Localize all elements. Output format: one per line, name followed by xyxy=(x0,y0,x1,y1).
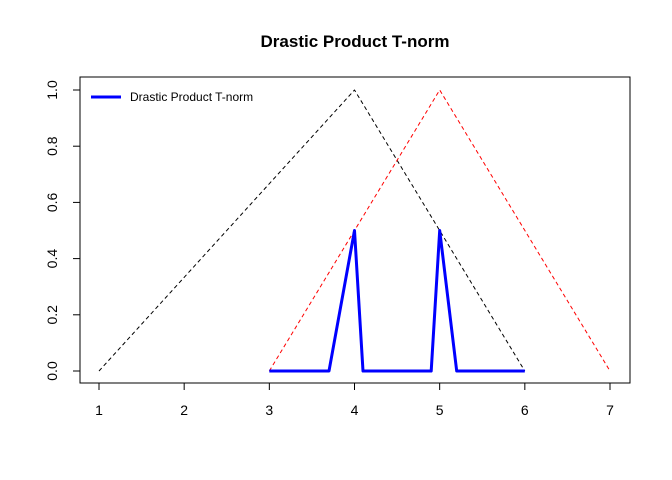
y-tick-label: 0.6 xyxy=(44,192,60,212)
chart-title: Drastic Product T-norm xyxy=(261,32,450,51)
legend: Drastic Product T-norm xyxy=(91,90,253,104)
legend-label: Drastic Product T-norm xyxy=(130,90,253,104)
y-tick-label: 0.0 xyxy=(44,361,60,381)
series-line-tnorm xyxy=(269,229,525,373)
x-tick-label: 2 xyxy=(180,402,188,418)
x-tick-label: 6 xyxy=(521,402,529,418)
series-line-membership-2 xyxy=(268,89,611,372)
y-tick-label: 0.8 xyxy=(44,136,60,156)
y-tick-label: 0.2 xyxy=(44,305,60,325)
x-tick-label: 7 xyxy=(606,402,614,418)
y-axis: 0.0 0.2 0.4 0.6 0.8 1.0 xyxy=(44,80,81,381)
series-line-membership-1 xyxy=(98,89,526,372)
x-tick-label: 1 xyxy=(95,402,103,418)
y-tick-label: 1.0 xyxy=(44,80,60,100)
x-tick-label: 5 xyxy=(436,402,444,418)
x-axis: 1 2 3 4 5 6 7 xyxy=(95,382,614,418)
x-tick-label: 3 xyxy=(265,402,273,418)
y-tick-label: 0.4 xyxy=(44,249,60,269)
series-layer xyxy=(98,89,611,373)
x-tick-label: 4 xyxy=(351,402,359,418)
